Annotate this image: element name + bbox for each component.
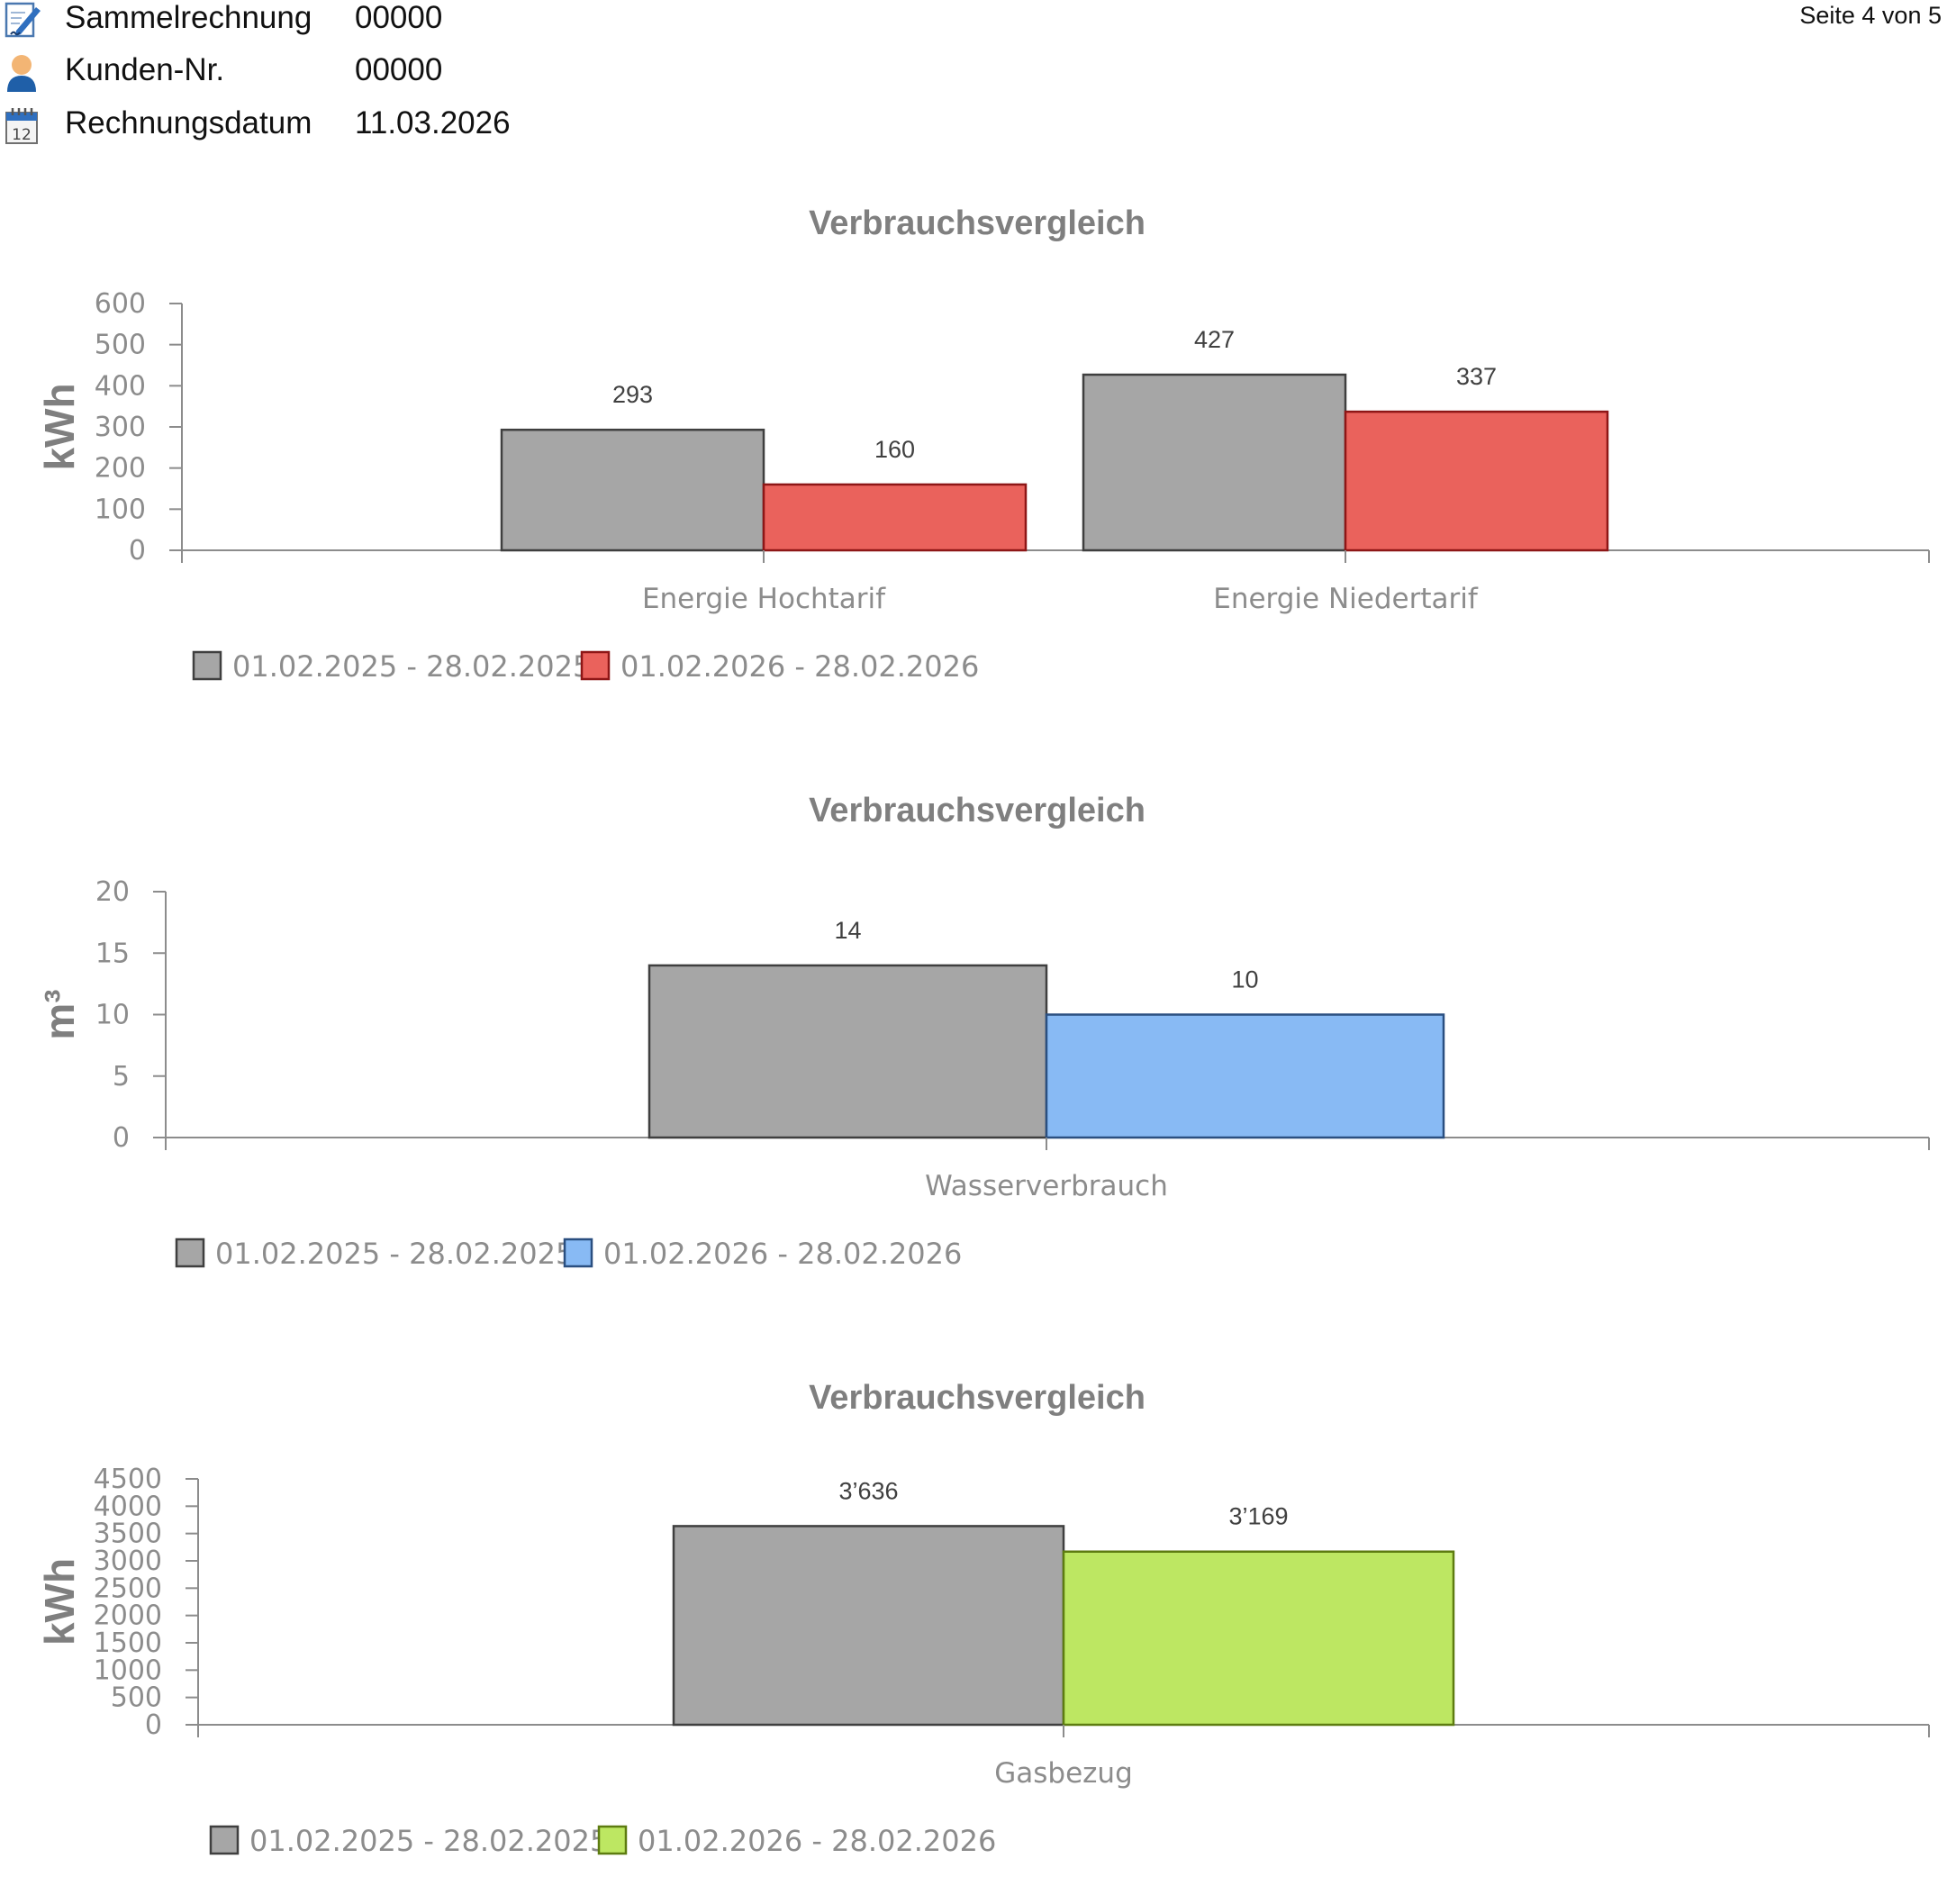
category-label: Wasserverbrauch bbox=[925, 1170, 1168, 1202]
y-tick-label: 3000 bbox=[94, 1546, 162, 1577]
y-tick-label: 4000 bbox=[94, 1491, 162, 1522]
y-tick-label: 1000 bbox=[94, 1655, 162, 1686]
y-axis-label: m³ bbox=[36, 989, 83, 1039]
legend-swatch bbox=[597, 1825, 628, 1855]
data-label: 10 bbox=[1231, 966, 1258, 993]
bar bbox=[1344, 410, 1609, 552]
y-tick-label: 200 bbox=[95, 453, 146, 485]
y-axis-label: kWh bbox=[36, 1558, 83, 1646]
page-number: Seite 4 von 5 bbox=[1799, 2, 1942, 29]
header-label: Kunden-Nr. bbox=[65, 52, 225, 87]
legend-swatch bbox=[175, 1238, 205, 1268]
data-label: 14 bbox=[834, 917, 861, 944]
category-label: Energie Niedertarif bbox=[1213, 583, 1479, 615]
chart-title: Verbrauchsvergleich bbox=[809, 1379, 1146, 1417]
legend-label: 01.02.2026 - 28.02.2026 bbox=[603, 1237, 962, 1271]
legend-label: 01.02.2025 - 28.02.2025 bbox=[249, 1824, 608, 1858]
legend-label: 01.02.2025 - 28.02.2025 bbox=[232, 649, 591, 684]
user-icon bbox=[7, 55, 36, 92]
consumption-chart-gas: Verbrauchsvergleich kWh 050010001500200025… bbox=[36, 1379, 1930, 1858]
data-label: 160 bbox=[874, 436, 915, 463]
data-label-background bbox=[829, 1475, 909, 1507]
header-value: 11.03.2026 bbox=[355, 105, 511, 141]
header-label: Rechnungsdatum bbox=[65, 105, 312, 141]
legend-swatch bbox=[563, 1238, 593, 1268]
y-tick-label: 0 bbox=[129, 535, 146, 567]
data-label: 427 bbox=[1194, 326, 1235, 353]
bar bbox=[647, 964, 1048, 1139]
bar bbox=[1045, 1013, 1445, 1139]
svg-text:12: 12 bbox=[12, 126, 32, 144]
y-tick-label: 10 bbox=[95, 1000, 130, 1031]
y-tick-label: 2500 bbox=[94, 1573, 162, 1604]
data-label: 3’636 bbox=[838, 1477, 898, 1504]
y-tick-label: 0 bbox=[113, 1122, 130, 1154]
y-tick-label: 500 bbox=[111, 1682, 162, 1714]
y-tick-label: 20 bbox=[95, 876, 130, 908]
chart-title: Verbrauchsvergleich bbox=[809, 204, 1146, 242]
y-tick-label: 500 bbox=[95, 330, 146, 361]
legend-swatch bbox=[192, 650, 222, 681]
y-tick-label: 400 bbox=[95, 370, 146, 402]
y-tick-label: 15 bbox=[95, 938, 130, 969]
bar bbox=[1062, 1550, 1455, 1727]
y-tick-label: 1500 bbox=[94, 1627, 162, 1659]
category-label: Energie Hochtarif bbox=[642, 583, 886, 615]
legend-label: 01.02.2026 - 28.02.2026 bbox=[620, 649, 979, 684]
y-tick-label: 3500 bbox=[94, 1519, 162, 1550]
header-value: 00000 bbox=[355, 0, 443, 35]
bar bbox=[762, 483, 1028, 552]
bar bbox=[672, 1525, 1065, 1727]
legend-swatch bbox=[209, 1825, 240, 1855]
y-tick-label: 4500 bbox=[94, 1464, 162, 1495]
legend-swatch bbox=[580, 650, 611, 681]
y-tick-label: 2000 bbox=[94, 1600, 162, 1632]
header-value: 00000 bbox=[355, 52, 443, 87]
chart-title: Verbrauchsvergleich bbox=[809, 792, 1146, 830]
bar bbox=[500, 428, 765, 552]
calendar-icon: 12 bbox=[5, 108, 38, 144]
y-axis-label: kWh bbox=[36, 383, 83, 470]
data-label: 293 bbox=[612, 381, 653, 408]
y-tick-label: 300 bbox=[95, 412, 146, 443]
y-tick-label: 100 bbox=[95, 494, 146, 525]
legend-label: 01.02.2026 - 28.02.2026 bbox=[638, 1824, 996, 1858]
data-label: 3’169 bbox=[1228, 1503, 1288, 1530]
y-tick-label: 600 bbox=[95, 288, 146, 320]
category-label: Gasbezug bbox=[994, 1757, 1133, 1790]
data-label: 337 bbox=[1456, 363, 1497, 390]
bar bbox=[1082, 373, 1347, 552]
edit-document-icon bbox=[5, 2, 41, 38]
header-label: Sammelrechnung bbox=[65, 0, 312, 35]
y-tick-label: 5 bbox=[113, 1061, 130, 1093]
legend-label: 01.02.2025 - 28.02.2025 bbox=[215, 1237, 574, 1271]
y-tick-label: 0 bbox=[145, 1709, 162, 1741]
consumption-chart-water: Verbrauchsvergleich m³ 0 5 10 15 20 14 10 Wasserv… bbox=[36, 792, 1930, 1271]
consumption-chart-energy: Verbrauchsvergleich kWh 0 100 200 300 400 500 60… bbox=[36, 204, 1930, 684]
